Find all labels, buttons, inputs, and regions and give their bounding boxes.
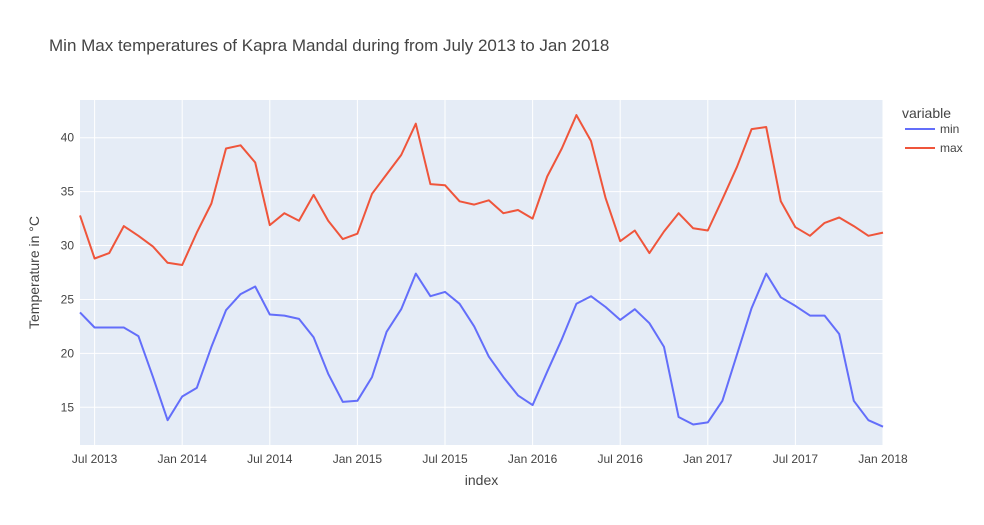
legend-label-max: max (940, 141, 963, 155)
x-tick-label: Jan 2018 (858, 452, 908, 466)
series-line-max (79, 114, 884, 266)
x-tick-label: Jan 2015 (333, 452, 383, 466)
legend-label-min: min (940, 122, 959, 136)
x-tick-label: Jul 2014 (247, 452, 293, 466)
legend: variable min max (902, 105, 963, 155)
x-tick-labels: Jul 2013 Jan 2014 Jul 2014 Jan 2015 Jul 2015… (72, 452, 908, 466)
chart-title: Min Max temperatures of Kapra Mandal dur… (49, 36, 609, 55)
legend-title: variable (902, 105, 951, 121)
x-tick-label: Jul 2013 (72, 452, 118, 466)
y-tick-label: 30 (61, 239, 75, 253)
x-tick-label: Jul 2016 (598, 452, 644, 466)
y-tick-label: 35 (61, 185, 75, 199)
y-tick-label: 20 (61, 346, 75, 360)
y-tick-label: 15 (61, 400, 75, 414)
series-line-min (79, 272, 884, 428)
y-tick-label: 25 (61, 292, 75, 306)
y-grid (80, 137, 883, 408)
x-tick-label: Jan 2017 (683, 452, 733, 466)
x-tick-label: Jul 2015 (422, 452, 468, 466)
y-tick-labels: 15 20 25 30 35 40 (61, 131, 75, 415)
series-lines (79, 114, 884, 428)
legend-items: min max (905, 122, 963, 155)
y-axis-title: Temperature in °C (26, 216, 42, 329)
x-tick-label: Jan 2016 (508, 452, 558, 466)
plot-area (80, 100, 883, 445)
y-tick-label: 40 (61, 131, 75, 145)
x-axis-title: index (465, 472, 498, 488)
x-tick-label: Jan 2014 (158, 452, 208, 466)
x-tick-label: Jul 2017 (773, 452, 819, 466)
x-grid (94, 100, 884, 445)
